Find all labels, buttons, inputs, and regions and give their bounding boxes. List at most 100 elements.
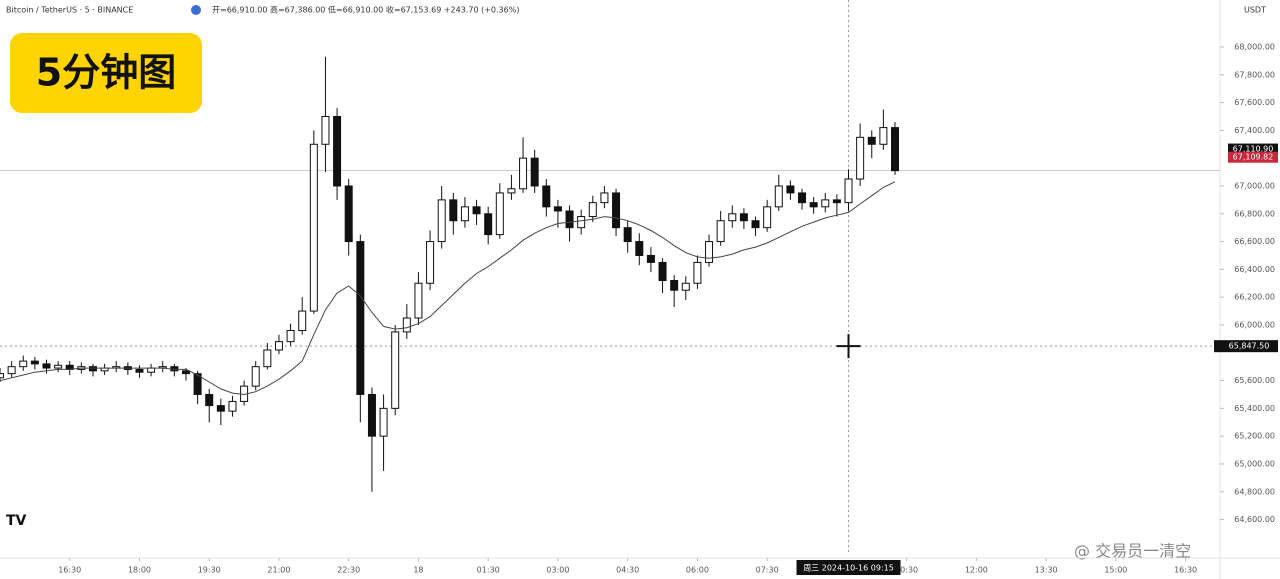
x-tick-label: 18 bbox=[413, 566, 423, 575]
candle-body bbox=[228, 400, 237, 412]
candle-body bbox=[42, 363, 51, 369]
candle-body bbox=[367, 393, 376, 437]
currency: USDT bbox=[1244, 6, 1266, 15]
badge: 5分钟图 bbox=[36, 51, 176, 95]
candle-body bbox=[460, 206, 469, 222]
candle-body bbox=[867, 136, 876, 145]
y-tick-label: 66,200.00 bbox=[1234, 293, 1275, 302]
last-price-label: 67,110.90 bbox=[1233, 145, 1274, 154]
y-tick-label: 66,800.00 bbox=[1234, 209, 1275, 218]
candle-body bbox=[891, 127, 900, 172]
x-tick-label: 22:30 bbox=[337, 566, 360, 575]
candle-body bbox=[426, 241, 435, 284]
candle-body bbox=[216, 405, 225, 412]
crosshair-cursor bbox=[836, 334, 861, 359]
candle-body bbox=[402, 317, 411, 333]
y-tick-label: 65,200.00 bbox=[1234, 432, 1275, 441]
y-tick-label: 64,600.00 bbox=[1234, 515, 1275, 524]
last-price-tag bbox=[1228, 143, 1278, 155]
watermark: @ 交易员一清空 bbox=[1074, 542, 1191, 561]
candle-body bbox=[274, 341, 283, 351]
candle-body bbox=[844, 178, 853, 204]
candle-body bbox=[30, 360, 39, 365]
candle-body bbox=[193, 373, 202, 395]
x-tick-label: 04:30 bbox=[616, 566, 639, 575]
candle-body bbox=[635, 241, 644, 256]
candle-body bbox=[553, 206, 562, 212]
candle-body bbox=[588, 202, 597, 218]
candle-body bbox=[286, 330, 295, 343]
candle-body bbox=[693, 261, 702, 284]
x-tick-label: 01:30 bbox=[477, 566, 500, 575]
x-tick-label: 12:00 bbox=[965, 566, 988, 575]
candle-body bbox=[135, 368, 144, 373]
y-tick-label: 65,400.00 bbox=[1234, 404, 1275, 413]
candle-body bbox=[763, 206, 772, 229]
candle-body bbox=[565, 210, 574, 229]
candle-body bbox=[716, 220, 725, 243]
symbol-badge bbox=[191, 5, 201, 15]
candle-body bbox=[519, 157, 528, 190]
y-tick-label: 68,000.00 bbox=[1234, 42, 1275, 51]
x-tick-label: 13:30 bbox=[1035, 566, 1058, 575]
x-tick-label: 18:00 bbox=[128, 566, 151, 575]
candle-body bbox=[344, 185, 353, 243]
x-tick-label: 16:30 bbox=[58, 566, 81, 575]
x-tick-label: 19:30 bbox=[198, 566, 221, 575]
x-tick-label: 16:30 bbox=[1174, 566, 1197, 575]
symbol-title: Bitcoin / TetherUS · 5 · BINANCE bbox=[6, 6, 133, 15]
y-tick-label: 66,400.00 bbox=[1234, 265, 1275, 274]
candle-body bbox=[577, 216, 586, 229]
candle-body bbox=[7, 366, 16, 375]
x-tick-label: 15:00 bbox=[1104, 566, 1127, 575]
candle-body bbox=[298, 310, 307, 332]
candle-body bbox=[484, 213, 493, 236]
candle-body bbox=[612, 192, 621, 229]
candle-body bbox=[728, 213, 737, 222]
y-tick-label: 65,600.00 bbox=[1234, 376, 1275, 385]
candle-body bbox=[0, 373, 4, 379]
candle-body bbox=[251, 366, 260, 387]
candle-body bbox=[600, 192, 609, 204]
y-tick-label: 67,000.00 bbox=[1234, 181, 1275, 190]
candle-body bbox=[879, 127, 888, 145]
ohlc-legend: 开=66,910.00 高=67,386.00 低=66,910.00 收=67… bbox=[212, 5, 519, 15]
candle-body bbox=[88, 366, 97, 372]
candle-body bbox=[437, 199, 446, 243]
candle-body bbox=[530, 157, 539, 187]
candle-body bbox=[495, 192, 504, 236]
candle-body bbox=[798, 192, 807, 204]
ma-last-tag bbox=[1228, 151, 1278, 163]
crosshair-y-tag bbox=[1214, 340, 1278, 353]
x-tick-label: 07:30 bbox=[756, 566, 779, 575]
candle-body bbox=[19, 360, 28, 368]
y-tick-label: 67,600.00 bbox=[1234, 98, 1275, 107]
candle-body bbox=[739, 213, 748, 222]
candle-body bbox=[832, 199, 841, 204]
candle-body bbox=[449, 199, 458, 222]
ma-last-label: 67,109.82 bbox=[1233, 153, 1274, 162]
candle-body bbox=[147, 367, 156, 373]
x-tick-label: 10:30 bbox=[895, 566, 918, 575]
candle-body bbox=[356, 241, 365, 395]
y-tick-label: 66,600.00 bbox=[1234, 237, 1275, 246]
logo: TV bbox=[6, 513, 27, 529]
candle-body bbox=[786, 185, 795, 194]
candle-body bbox=[856, 136, 865, 180]
x-tick-label: 06:00 bbox=[686, 566, 709, 575]
candle-body bbox=[542, 185, 551, 208]
candle-body bbox=[681, 282, 690, 291]
candle-body bbox=[379, 407, 388, 437]
candle-body bbox=[205, 393, 214, 407]
candle-body bbox=[670, 279, 679, 291]
crosshair-y-label: 65,847.50 bbox=[1229, 342, 1270, 351]
y-tick-label: 67,400.00 bbox=[1234, 126, 1275, 135]
candle-body bbox=[333, 115, 342, 187]
candle-body bbox=[181, 370, 190, 375]
x-tick-label: 03:00 bbox=[546, 566, 569, 575]
candle-body bbox=[646, 254, 655, 263]
y-tick-label: 67,800.00 bbox=[1234, 70, 1275, 79]
y-tick-label: 64,800.00 bbox=[1234, 487, 1275, 496]
candle-body bbox=[751, 220, 760, 229]
